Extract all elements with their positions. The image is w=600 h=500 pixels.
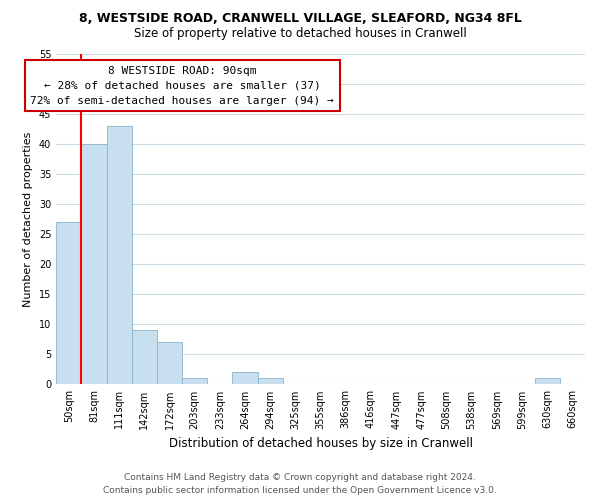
Bar <box>107 126 132 384</box>
Text: 8, WESTSIDE ROAD, CRANWELL VILLAGE, SLEAFORD, NG34 8FL: 8, WESTSIDE ROAD, CRANWELL VILLAGE, SLEA… <box>79 12 521 26</box>
Text: Size of property relative to detached houses in Cranwell: Size of property relative to detached ho… <box>134 28 466 40</box>
Text: Contains HM Land Registry data © Crown copyright and database right 2024.
Contai: Contains HM Land Registry data © Crown c… <box>103 474 497 495</box>
Bar <box>535 378 560 384</box>
Bar <box>157 342 182 384</box>
Bar <box>56 222 82 384</box>
Bar <box>132 330 157 384</box>
X-axis label: Distribution of detached houses by size in Cranwell: Distribution of detached houses by size … <box>169 437 473 450</box>
Bar <box>232 372 257 384</box>
Bar <box>257 378 283 384</box>
Text: 8 WESTSIDE ROAD: 90sqm
← 28% of detached houses are smaller (37)
72% of semi-det: 8 WESTSIDE ROAD: 90sqm ← 28% of detached… <box>30 66 334 106</box>
Bar <box>82 144 107 384</box>
Y-axis label: Number of detached properties: Number of detached properties <box>23 132 33 307</box>
Bar <box>182 378 207 384</box>
